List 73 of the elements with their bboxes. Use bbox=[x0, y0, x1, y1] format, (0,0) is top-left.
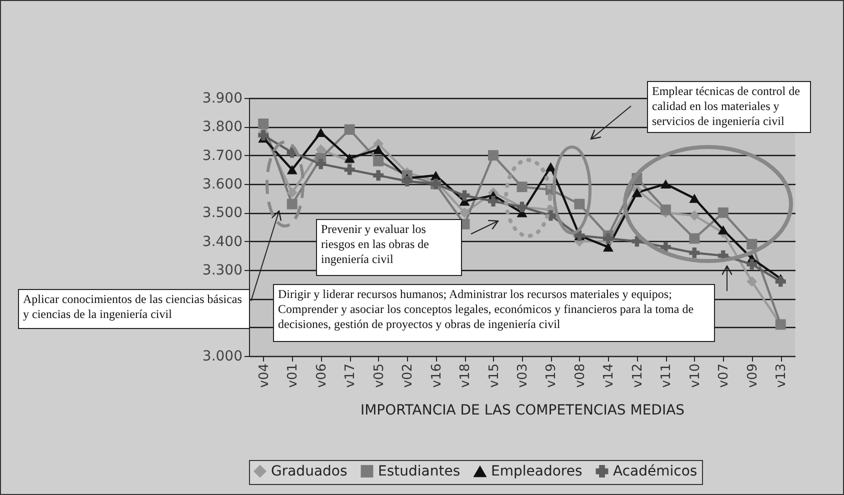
y-tick-label: 3.900 bbox=[202, 90, 242, 106]
point bbox=[545, 162, 556, 172]
point bbox=[488, 150, 499, 161]
point bbox=[660, 179, 671, 189]
x-tick-label: v15 bbox=[486, 364, 502, 388]
point bbox=[344, 154, 355, 163]
point bbox=[632, 188, 642, 198]
x-tick-label: v14 bbox=[602, 364, 617, 388]
point bbox=[286, 187, 298, 198]
point bbox=[660, 204, 671, 216]
point bbox=[344, 164, 355, 175]
x-tick-label: v10 bbox=[688, 364, 703, 388]
annotation: Dirigir y liderar recursos humanos; Administrar los recursos materiales y equipos; Comprender y asociar los conceptos legales, económicos y financieros para la toma de decisiones, gestión de proyectos y obras de ingeniería civil bbox=[273, 284, 715, 342]
point bbox=[746, 238, 758, 250]
x-tick-label: v09 bbox=[745, 364, 760, 388]
x-tick-label: v16 bbox=[429, 364, 444, 388]
point bbox=[344, 124, 355, 135]
point bbox=[574, 198, 585, 210]
point bbox=[516, 182, 528, 192]
x-tick-label: v08 bbox=[572, 364, 588, 388]
point bbox=[746, 276, 758, 287]
point bbox=[316, 128, 326, 137]
point bbox=[602, 233, 614, 244]
point bbox=[286, 165, 298, 174]
legend-label: Graduados bbox=[271, 463, 348, 480]
point bbox=[718, 225, 728, 234]
x-tick-label: v12 bbox=[630, 364, 646, 388]
y-tick-label: 3.400 bbox=[202, 234, 242, 250]
x-tick-label: v04 bbox=[256, 364, 272, 388]
point bbox=[373, 145, 384, 154]
x-tick-label: v07 bbox=[716, 364, 732, 388]
point bbox=[430, 170, 442, 180]
annotation: Prevenir y evaluar los riesgos en las obras de ingeniería civil bbox=[316, 219, 462, 276]
annotation: Emplear técnicas de control de calidad en los materiales y servicios de ingeniería civil bbox=[647, 81, 811, 133]
x-tick-label: v19 bbox=[544, 364, 560, 388]
y-tick-label: 3.700 bbox=[202, 148, 242, 164]
x-tick-label: v01 bbox=[286, 364, 301, 388]
y-tick-label: 3.000 bbox=[202, 348, 242, 364]
point bbox=[286, 198, 298, 210]
x-tick-label: v02 bbox=[400, 364, 416, 388]
text: Aplicar conocimientos de las ciencias básicas y ciencias de la ingeniería civil bbox=[18, 289, 250, 329]
legend-label: Estudiantes bbox=[378, 463, 460, 480]
point bbox=[689, 194, 700, 203]
legend-label: Académicos bbox=[613, 463, 698, 480]
y-tick-label: 3.800 bbox=[202, 119, 242, 136]
point bbox=[459, 190, 470, 201]
point bbox=[689, 248, 700, 258]
point bbox=[258, 118, 269, 130]
x-tick-label: v17 bbox=[343, 364, 358, 388]
point bbox=[632, 236, 642, 247]
x-tick-label: v05 bbox=[372, 364, 387, 388]
y-tick-label: 3.500 bbox=[202, 205, 242, 222]
point bbox=[746, 259, 758, 270]
y-tick-label: 3.300 bbox=[202, 262, 242, 278]
point bbox=[373, 156, 384, 166]
point bbox=[718, 207, 728, 218]
point bbox=[459, 207, 470, 218]
point bbox=[775, 276, 786, 287]
x-tick-label: v13 bbox=[774, 364, 790, 388]
point bbox=[689, 210, 700, 221]
point bbox=[316, 158, 326, 170]
point bbox=[373, 170, 384, 181]
point bbox=[689, 233, 700, 244]
x-tick-label: v06 bbox=[314, 364, 330, 388]
x-axis-title: IMPORTANCIA DE LAS COMPETENCIAS MEDIAS bbox=[360, 402, 685, 419]
x-tick-label: v03 bbox=[516, 364, 530, 388]
point bbox=[258, 130, 269, 141]
point bbox=[602, 242, 614, 252]
point bbox=[488, 196, 499, 206]
x-tick-label: v11 bbox=[659, 364, 674, 388]
legend-label: Empleadores bbox=[491, 464, 582, 480]
y-tick-label: 3.600 bbox=[202, 176, 242, 192]
x-tick-label: v18 bbox=[458, 364, 474, 388]
